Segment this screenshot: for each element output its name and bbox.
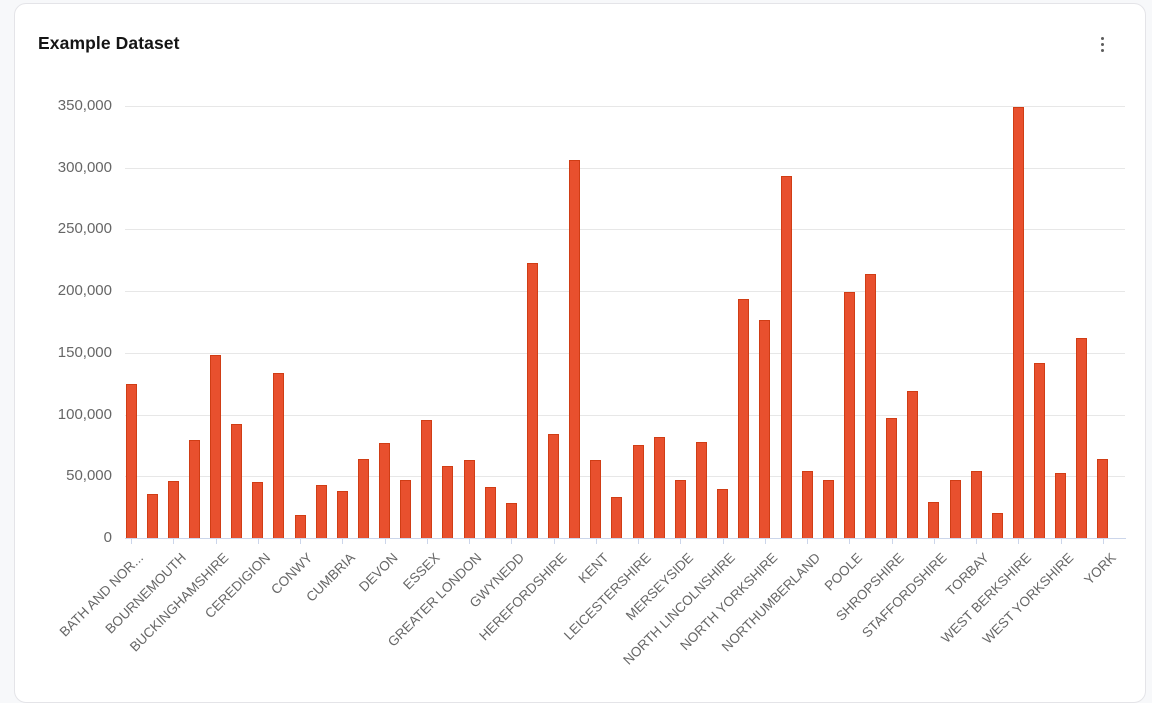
- chart-bar[interactable]: [526, 262, 538, 538]
- chart-bar[interactable]: [569, 160, 581, 538]
- x-axis-line: [125, 538, 1126, 539]
- chart-bar[interactable]: [780, 176, 792, 538]
- chart-bar[interactable]: [442, 466, 454, 538]
- chart-bar[interactable]: [759, 319, 771, 538]
- chart-bar[interactable]: [231, 424, 243, 538]
- chart-title: Example Dataset: [38, 33, 180, 53]
- x-axis-tick: [680, 539, 682, 544]
- chart-bar[interactable]: [865, 273, 877, 538]
- x-axis-tick: [553, 539, 555, 544]
- y-axis-tick-label: 250,000: [57, 220, 112, 238]
- chart-bar[interactable]: [400, 479, 412, 538]
- chart-bar[interactable]: [738, 298, 750, 538]
- chart-bar[interactable]: [421, 419, 433, 538]
- x-axis-tick: [849, 539, 851, 544]
- chart-bar[interactable]: [1097, 459, 1109, 538]
- chart-bar[interactable]: [696, 441, 707, 538]
- chart-bar[interactable]: [294, 514, 306, 538]
- chart-bar[interactable]: [167, 481, 179, 538]
- x-axis-tick: [131, 539, 132, 544]
- x-axis-tick: [511, 539, 513, 544]
- x-axis-tick: [342, 539, 344, 544]
- chart-bar[interactable]: [548, 434, 560, 538]
- x-axis-tick: [891, 539, 893, 544]
- y-gridline: [125, 352, 1125, 354]
- x-axis-tick: [384, 539, 386, 544]
- x-axis-tick: [173, 539, 175, 544]
- y-axis-tick-label: 300,000: [57, 158, 112, 176]
- kebab-dot: [1100, 48, 1104, 52]
- y-axis-tick-label: 50,000: [66, 467, 112, 485]
- chart-bar[interactable]: [146, 493, 158, 538]
- x-axis-tick: [1060, 539, 1062, 544]
- chart-bar[interactable]: [484, 487, 496, 538]
- y-gridline: [125, 167, 1125, 169]
- y-axis-tick-label: 350,000: [57, 97, 112, 114]
- kebab-dot: [1100, 42, 1104, 46]
- x-axis-category-label: YORK: [1080, 550, 1119, 588]
- x-axis-tick: [595, 539, 597, 544]
- y-gridline: [125, 476, 1125, 478]
- bar-chart: 0 50,000 100,000 150,000 200,000 250,000 300,0…: [57, 97, 1126, 668]
- y-gridline: [125, 291, 1125, 293]
- x-axis-tick: [722, 539, 724, 544]
- x-axis-tick: [638, 539, 640, 544]
- x-axis-tick: [469, 539, 471, 544]
- y-gridline: [125, 106, 1125, 107]
- chart-bar[interactable]: [674, 479, 686, 538]
- x-axis-tick: [215, 539, 217, 544]
- chart-bar[interactable]: [991, 513, 1003, 538]
- y-axis-tick-label: 150,000: [57, 343, 112, 361]
- x-axis-tick: [1102, 539, 1104, 544]
- chart-bar[interactable]: [970, 471, 982, 538]
- chart-bar[interactable]: [210, 355, 222, 538]
- x-axis-tick: [300, 539, 302, 544]
- chart-bar[interactable]: [315, 484, 327, 538]
- y-gridline: [125, 229, 1125, 231]
- chart-bar[interactable]: [928, 502, 940, 538]
- y-axis-tick-label: 0: [103, 529, 112, 546]
- x-axis-category-label: STAFFORDSHIRE: [859, 550, 950, 641]
- chart-bar[interactable]: [463, 460, 475, 538]
- chart-bar[interactable]: [1012, 107, 1024, 538]
- x-axis-tick: [933, 539, 935, 544]
- chart-bar[interactable]: [717, 488, 729, 538]
- kebab-menu-icon[interactable]: [1091, 32, 1113, 56]
- chart-bar[interactable]: [801, 471, 813, 538]
- x-axis-tick: [807, 539, 809, 544]
- chart-bar[interactable]: [357, 459, 369, 538]
- x-axis-category-label: KENT: [575, 550, 612, 587]
- chart-bar[interactable]: [188, 440, 200, 538]
- chart-bar[interactable]: [611, 497, 623, 538]
- chart-bar[interactable]: [590, 460, 602, 538]
- y-axis-tick-label: 200,000: [57, 282, 112, 300]
- x-axis-tick: [764, 539, 766, 544]
- chart-bar[interactable]: [336, 491, 348, 538]
- chart-bar[interactable]: [125, 383, 137, 538]
- x-axis-tick: [1018, 539, 1020, 544]
- chart-bar[interactable]: [886, 418, 898, 538]
- chart-bar[interactable]: [273, 372, 285, 538]
- chart-bar[interactable]: [1076, 338, 1088, 538]
- x-axis-tick: [257, 539, 259, 544]
- y-axis-tick-label: 100,000: [57, 405, 112, 423]
- chart-bar[interactable]: [822, 479, 834, 538]
- chart-bar[interactable]: [505, 503, 517, 538]
- chart-bar[interactable]: [379, 442, 391, 538]
- y-gridline: [125, 414, 1125, 416]
- kebab-dot: [1100, 36, 1104, 40]
- x-axis-category-label: DEVON: [355, 550, 401, 595]
- chart-bar[interactable]: [1034, 362, 1046, 538]
- chart-bar[interactable]: [949, 479, 961, 538]
- chart-bar[interactable]: [252, 482, 264, 538]
- chart-bar[interactable]: [907, 391, 919, 538]
- chart-bar[interactable]: [653, 436, 665, 538]
- chart-bar[interactable]: [1055, 472, 1067, 538]
- chart-bar[interactable]: [632, 445, 644, 538]
- x-axis-tick: [976, 539, 978, 544]
- chart-bar[interactable]: [843, 292, 855, 538]
- x-axis-tick: [426, 539, 428, 544]
